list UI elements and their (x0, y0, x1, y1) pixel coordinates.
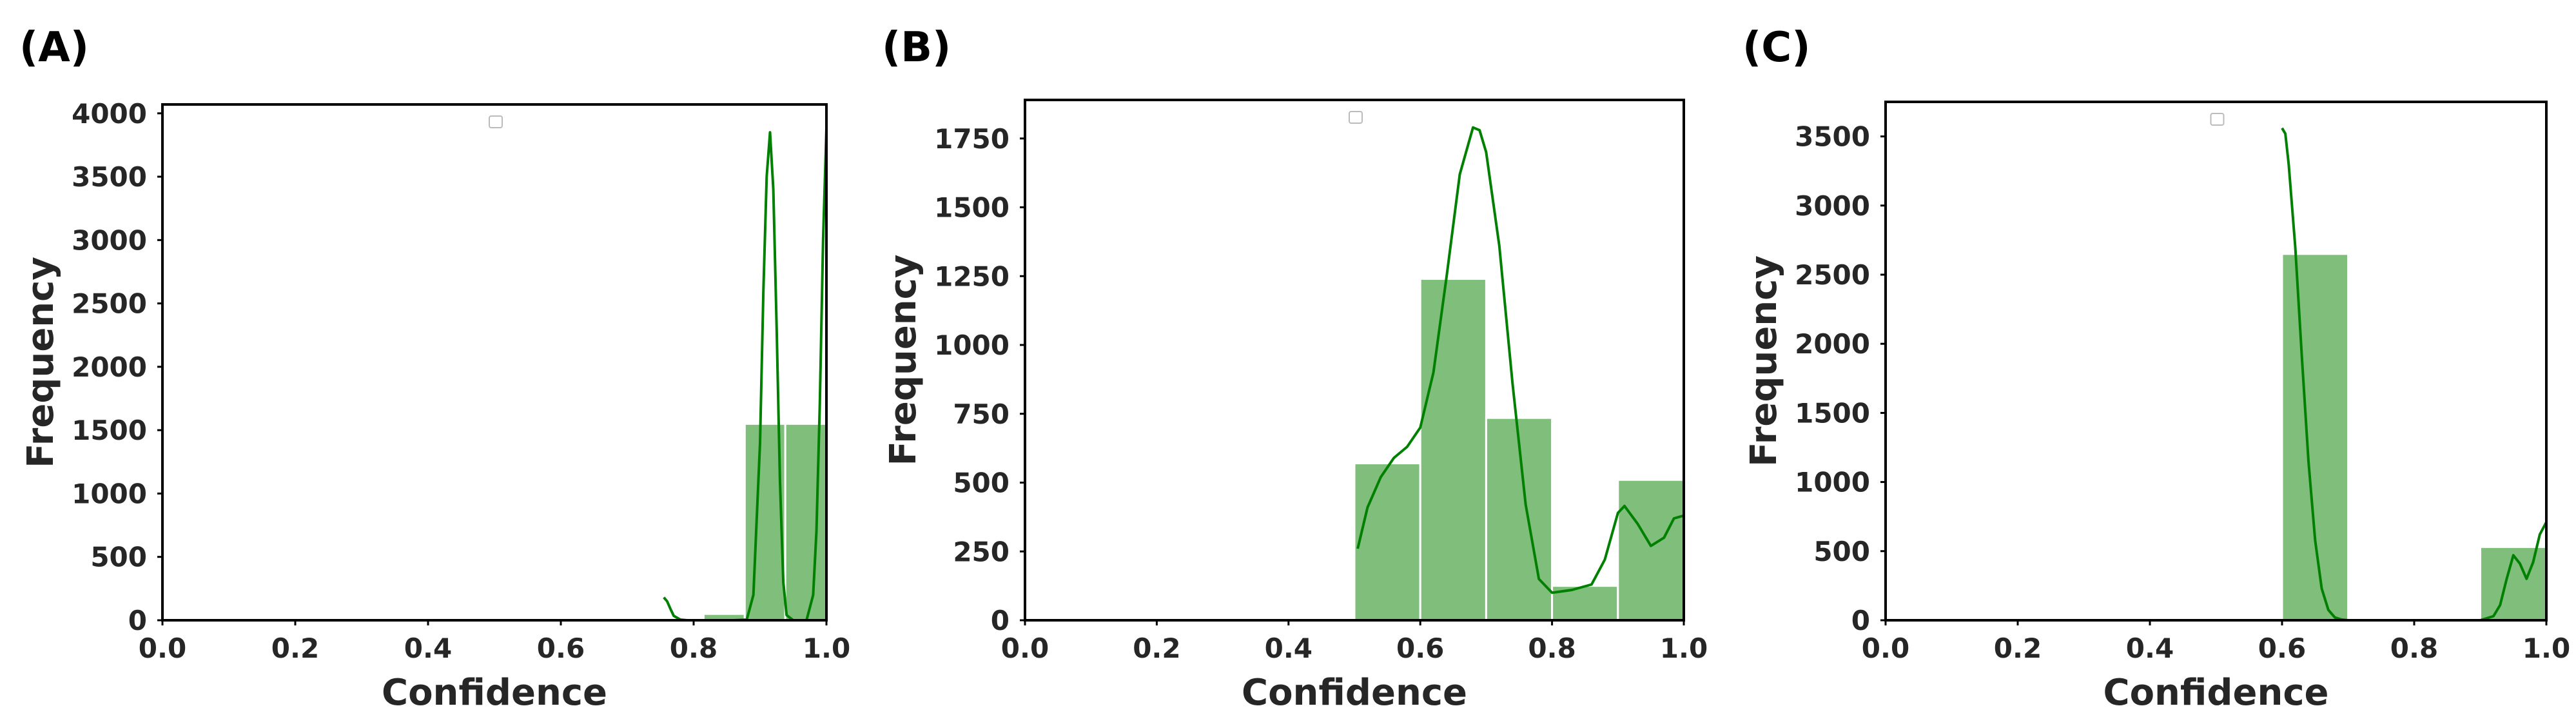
y-tick-label: 3000 (1795, 190, 1870, 222)
panel-label: (A) (19, 24, 89, 72)
y-tick-label: 1000 (72, 478, 147, 509)
x-tick-label: 1.0 (1660, 633, 1708, 664)
histogram-bar (2281, 253, 2349, 622)
x-tick-label: 0.4 (2126, 633, 2174, 664)
x-tick-label: 0.0 (1862, 633, 1909, 664)
y-tick-label: 0 (1851, 605, 1870, 636)
y-tick-label: 1500 (1795, 397, 1870, 429)
x-axis-label: Confidence (2103, 672, 2328, 714)
y-tick-label: 2500 (1795, 259, 1870, 291)
y-axis-label: Frequency (1743, 255, 1785, 467)
plot-frame (1884, 101, 2548, 622)
histogram-bar (1617, 478, 1685, 622)
x-tick-label: 0.4 (1265, 633, 1312, 664)
y-tick-label: 3000 (72, 224, 147, 256)
x-tick-label: 0.8 (1528, 633, 1576, 664)
x-tick-label: 0.6 (1396, 633, 1444, 664)
x-axis-label: Confidence (1242, 672, 1467, 714)
y-tick-label: 1250 (934, 260, 1010, 292)
panel-label: (B) (882, 24, 951, 72)
y-tick-label: 500 (1813, 536, 1870, 567)
x-tick-label: 0.6 (537, 633, 585, 664)
panel-label: (C) (1742, 24, 1810, 72)
plot-frame (1024, 99, 1685, 622)
histogram-bar (1419, 278, 1487, 622)
y-axis-label: Frequency (883, 255, 924, 466)
y-tick-label: 2000 (1795, 328, 1870, 360)
y-tick-label: 500 (953, 467, 1010, 499)
x-tick-label: 0.8 (2390, 633, 2438, 664)
y-tick-label: 1500 (72, 415, 147, 446)
y-tick-label: 250 (953, 536, 1010, 567)
x-tick-label: 0.6 (2258, 633, 2306, 664)
x-tick-label: 0.2 (1994, 633, 2042, 664)
y-tick-label: 3500 (1795, 121, 1870, 153)
y-tick-label: 2000 (72, 351, 147, 383)
y-tick-label: 1000 (934, 329, 1010, 361)
y-tick-label: 750 (953, 398, 1010, 430)
plot-frame (161, 103, 828, 622)
x-tick-label: 0.0 (1001, 633, 1049, 664)
legend-box (489, 115, 503, 128)
y-tick-label: 3500 (72, 161, 147, 193)
y-tick-label: 1750 (934, 123, 1010, 155)
x-tick-label: 1.0 (803, 633, 850, 664)
y-tick-label: 2500 (72, 288, 147, 320)
histogram-bar (1353, 462, 1421, 622)
x-tick-label: 0.8 (670, 633, 717, 664)
legend-box (1349, 111, 1363, 124)
y-axis-label: Frequency (20, 257, 62, 468)
x-axis-label: Confidence (382, 672, 607, 714)
legend-box (2210, 113, 2225, 126)
x-tick-label: 1.0 (2522, 633, 2570, 664)
x-tick-label: 0.2 (1133, 633, 1180, 664)
panel-a: (A) 0.0 0.2 0.4 0.6 0.8 1.0 0 500 1000 1500 2000 250… (19, 24, 850, 714)
x-tick-label: 0.4 (404, 633, 452, 664)
y-tick-label: 4000 (72, 98, 147, 130)
y-tick-label: 1500 (934, 192, 1010, 224)
panel-b: (B) 0.0 0.2 0.4 0.6 0.8 1.0 0 250 500 750 1000 1250 1… (882, 24, 1708, 714)
panel-c: (C) 0.0 0.2 0.4 0.6 0.8 1.0 0 500 1000 1500 2000 250… (1742, 24, 2570, 714)
kde-curve (1356, 126, 1684, 594)
x-tick-label: 0.2 (271, 633, 319, 664)
y-tick-label: 1000 (1795, 467, 1870, 498)
y-tick-label: 0 (128, 605, 147, 636)
x-tick-label: 0.0 (139, 633, 186, 664)
histogram-bar (784, 422, 828, 622)
y-tick-label: 500 (90, 542, 147, 573)
y-tick-label: 0 (991, 605, 1010, 636)
